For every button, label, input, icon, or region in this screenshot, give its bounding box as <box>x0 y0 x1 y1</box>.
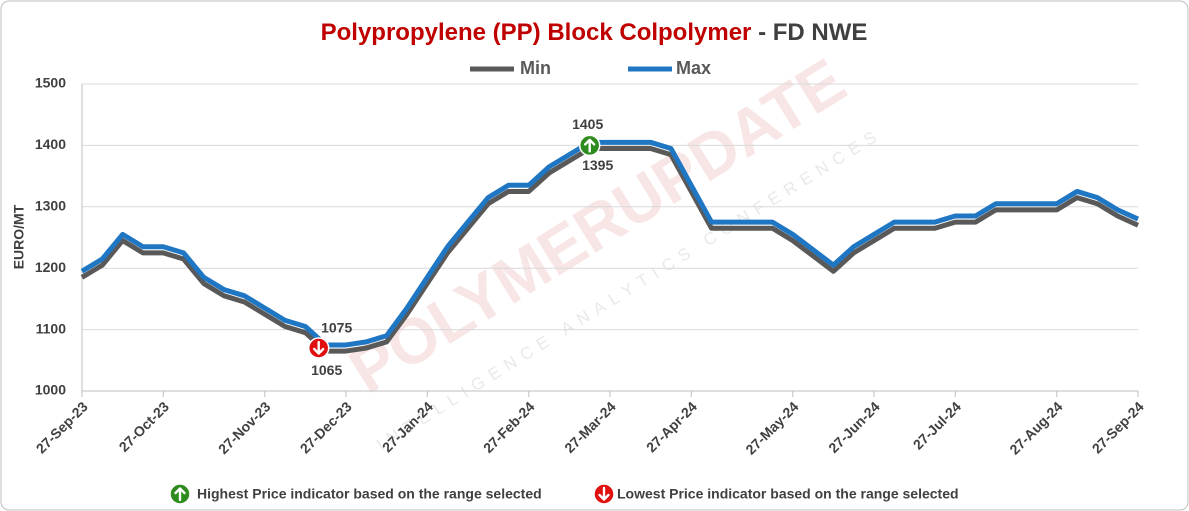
data-label: 1405 <box>572 116 603 132</box>
legend-label: Min <box>520 58 551 78</box>
chart-title: Polypropylene (PP) Block Colpolymer - FD… <box>321 19 868 46</box>
high-marker-arrow <box>583 138 596 153</box>
y-axis-label: EURO/MT <box>11 204 27 269</box>
y-tick-label: 1100 <box>36 320 67 336</box>
low-note: Lowest Price indicator based on the rang… <box>617 486 959 502</box>
data-label: 1395 <box>582 157 613 173</box>
series-line <box>80 145 1140 354</box>
y-tick-label: 1200 <box>35 259 66 275</box>
title-suffix: - FD NWE <box>758 19 867 46</box>
y-tick-label: 1300 <box>35 198 66 214</box>
y-tick-label: 1400 <box>35 136 66 152</box>
title-main: Polypropylene (PP) Block Colpolymer <box>321 19 752 46</box>
low-note-icon-arrow <box>598 486 610 501</box>
low-marker-arrow <box>312 340 325 355</box>
series-line <box>80 139 1140 348</box>
legend-label: Max <box>676 58 711 78</box>
high-note: Highest Price indicator based on the ran… <box>197 486 542 502</box>
data-label: 1075 <box>321 320 352 336</box>
y-tick-label: 1500 <box>35 75 66 91</box>
data-label: 1065 <box>311 362 342 378</box>
high-note-icon-arrow <box>174 487 186 502</box>
y-tick-label: 1000 <box>35 382 66 398</box>
